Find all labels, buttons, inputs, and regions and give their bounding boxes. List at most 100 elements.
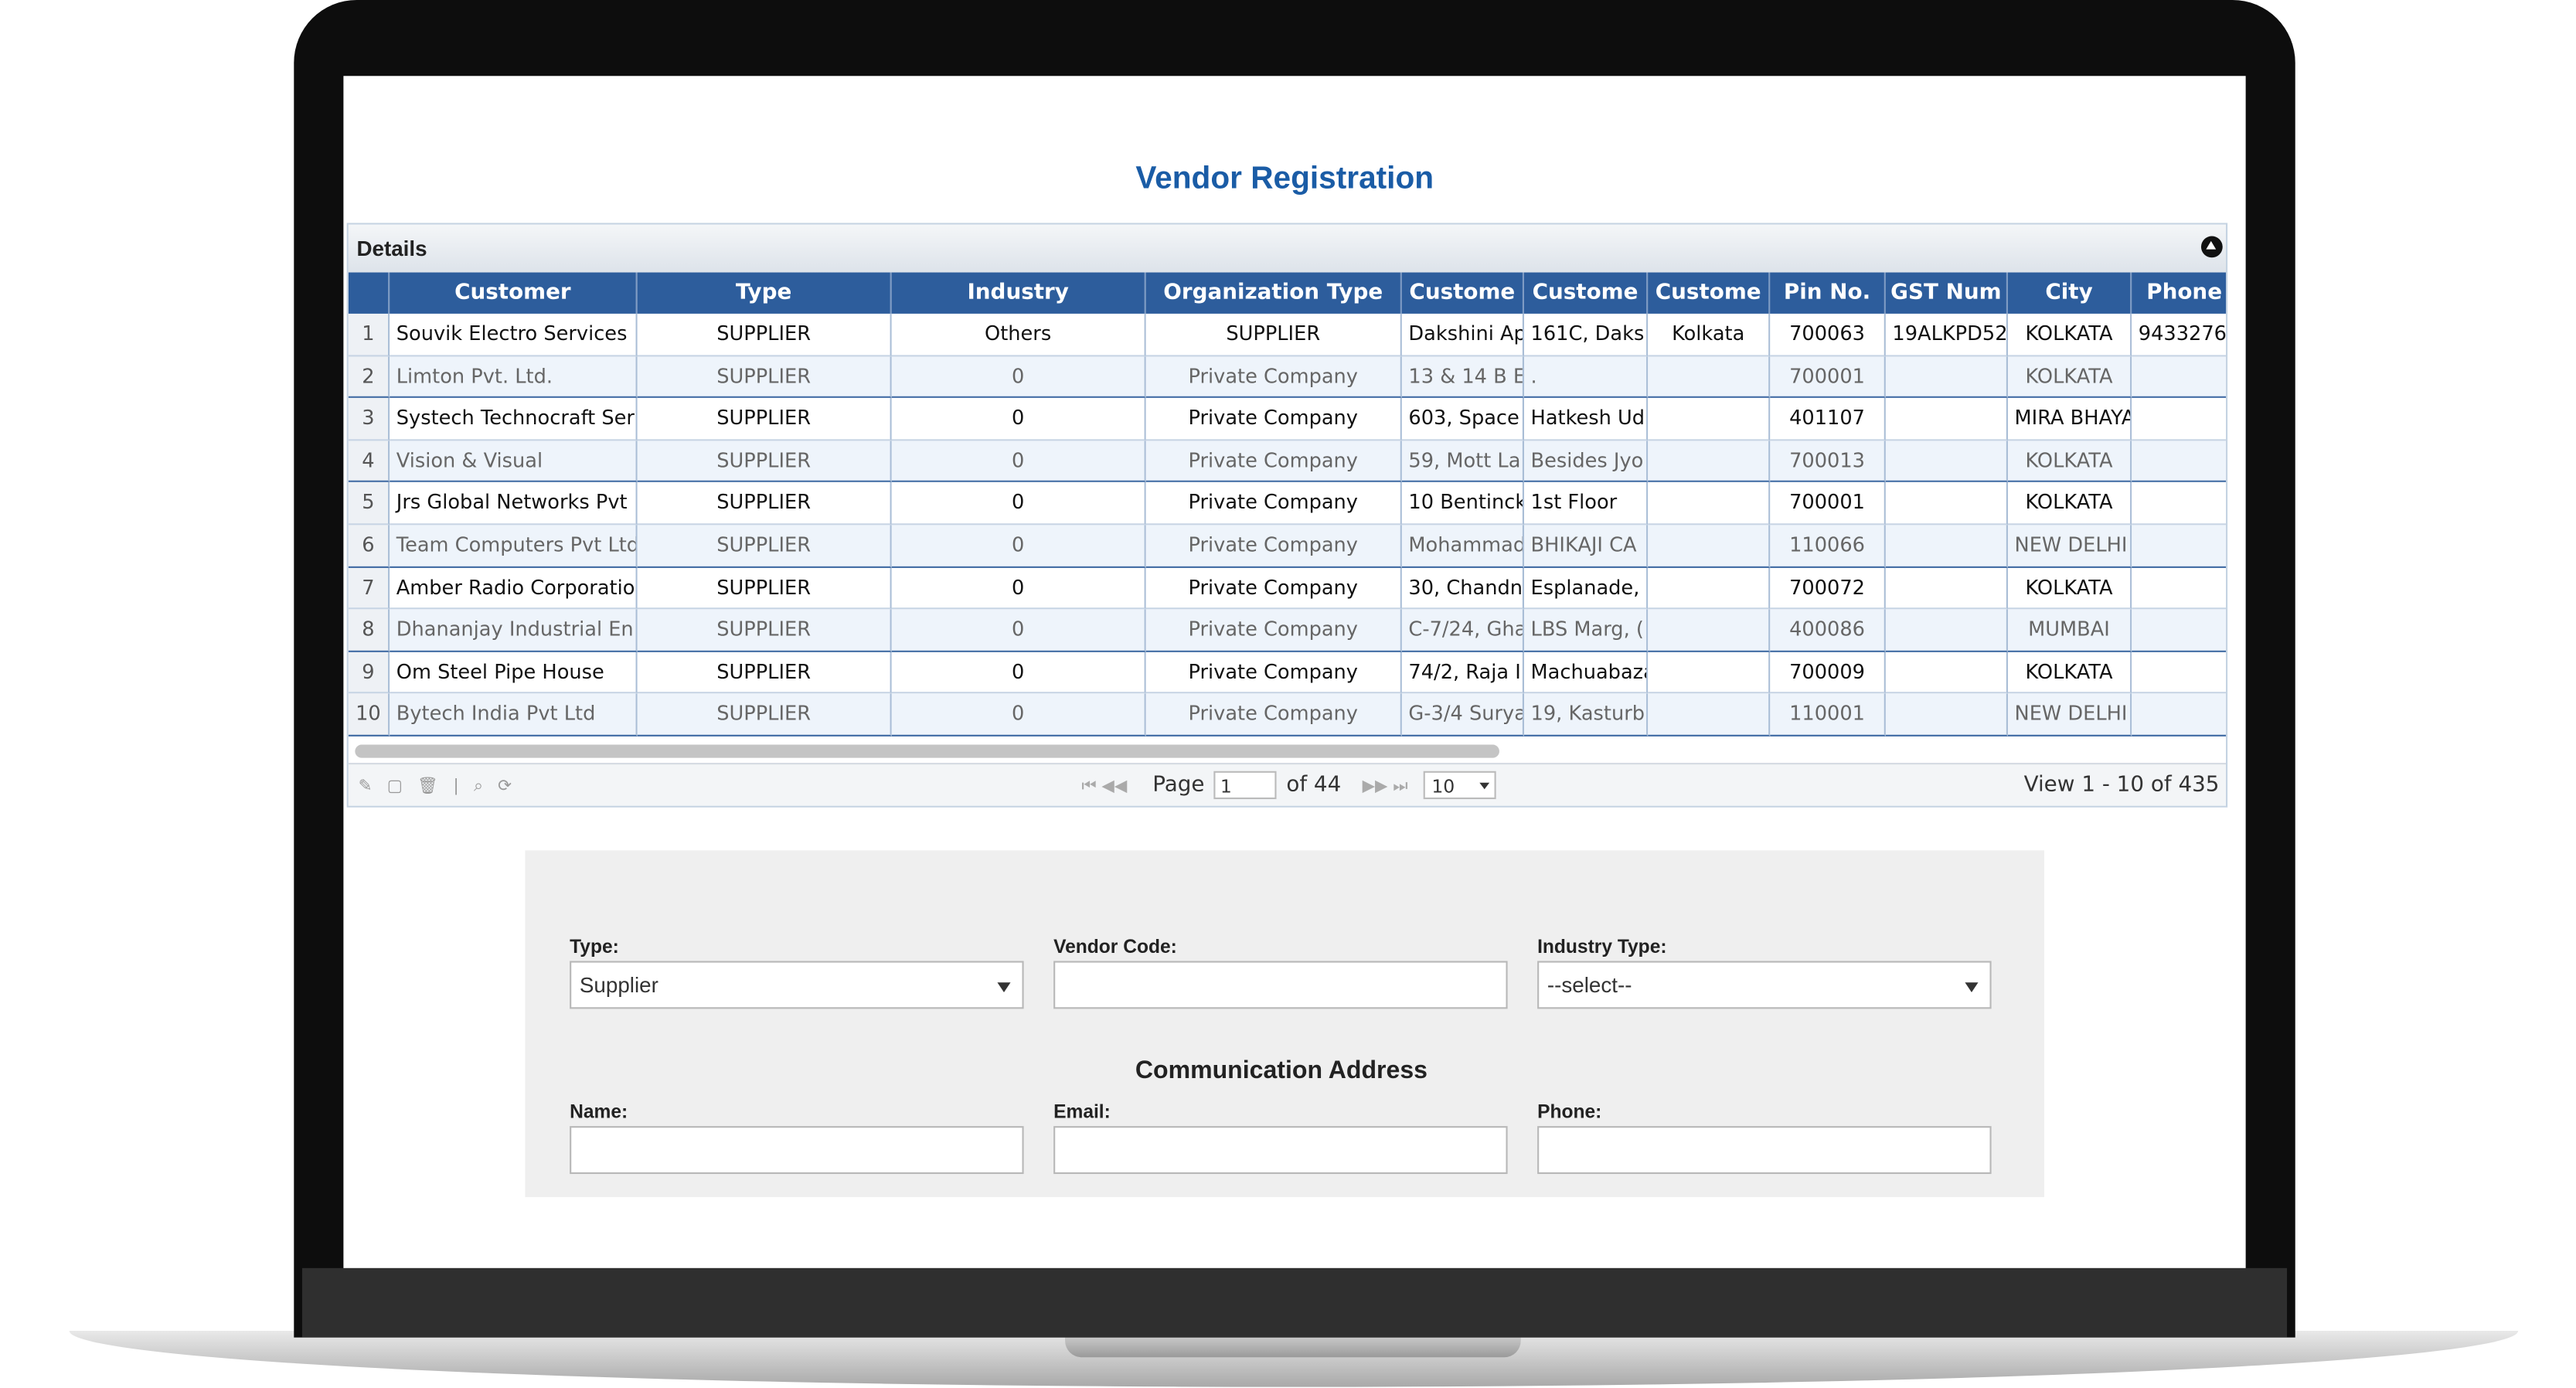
grid-cell: KOLKATA: [2007, 313, 2132, 356]
phone-input[interactable]: [1537, 1126, 1992, 1175]
industry-select[interactable]: --select--: [1537, 961, 1992, 1009]
scrollbar-thumb[interactable]: [355, 744, 1499, 758]
grid-cell: 0: [891, 441, 1146, 483]
collapse-button[interactable]: [2200, 236, 2223, 258]
grid-cell: BHIKAJI CA: [1523, 525, 1649, 568]
grid-cell: KOLKATA: [2007, 356, 2132, 399]
toolbar-icons[interactable]: ✎▢🗑|⌕⟳: [358, 777, 527, 796]
grid-cell: [1885, 441, 2008, 483]
name-label: Name:: [570, 1103, 628, 1123]
grid-cell: 1st Floor: [1523, 482, 1649, 526]
column-header[interactable]: Custome: [1648, 272, 1771, 314]
page-input[interactable]: 1: [1213, 771, 1277, 800]
grid-cell: G-3/4 Surya: [1401, 694, 1524, 737]
grid-cell: 74/2, Raja I: [1401, 651, 1524, 695]
laptop-notch: [1065, 1334, 1521, 1358]
grid-cell: 59, Mott La: [1401, 441, 1524, 483]
grid-cell: SUPPLIER: [637, 356, 892, 399]
grid-cell: 0: [891, 567, 1146, 610]
grid-cell: [1648, 356, 1771, 399]
grid-cell: [1648, 525, 1771, 568]
grid-caption-bar: Details: [348, 224, 2227, 274]
grid-cell: SUPPLIER: [637, 482, 892, 526]
pager-first-prev[interactable]: ⏮ ◀◀: [1081, 777, 1128, 796]
column-header[interactable]: Pin No.: [1770, 272, 1886, 314]
grid-cell: SUPPLIER: [637, 313, 892, 356]
column-header[interactable]: Industry: [891, 272, 1146, 314]
industry-value: --select--: [1547, 972, 1632, 998]
grid-cell: Systech Technocraft Ser: [390, 398, 638, 441]
grid-cell: 700013: [1770, 441, 1886, 483]
grid-cell: Private Company: [1145, 398, 1402, 441]
column-header[interactable]: Custome: [1523, 272, 1649, 314]
row-number: 2: [348, 356, 390, 399]
column-header[interactable]: Organization Type: [1145, 272, 1402, 314]
page-size-select[interactable]: 10: [1423, 771, 1496, 800]
row-number: 5: [348, 482, 390, 526]
grid-cell: [2132, 482, 2227, 526]
column-header[interactable]: Phone N: [2132, 272, 2227, 314]
screen: Vendor Registration Details Customer Type…: [343, 76, 2246, 1268]
grid-cell: [1885, 694, 2008, 737]
grid-cell: KOLKATA: [2007, 567, 2132, 610]
grid-cell: Dhananjay Industrial En: [390, 609, 638, 652]
pager-next-last[interactable]: ▶▶ ⏭: [1362, 777, 1408, 796]
grid-cell: C-7/24, Gha: [1401, 609, 1524, 652]
grid-cell: Dakshini Ap: [1401, 313, 1524, 356]
row-number: 4: [348, 441, 390, 483]
grid-cell: KOLKATA: [2007, 482, 2132, 526]
grid-cell: Mohammad: [1401, 525, 1524, 568]
grid-cell: Limton Pvt. Ltd.: [390, 356, 638, 399]
grid-cell: 13 & 14 B E: [1401, 356, 1524, 399]
view-records: View 1 - 10 of 435: [2023, 772, 2220, 798]
row-number: 6: [348, 525, 390, 568]
grid-cell: 0: [891, 356, 1146, 399]
grid-cell: 603, Space: [1401, 398, 1524, 441]
column-header[interactable]: Custome: [1401, 272, 1524, 314]
grid-cell: 94332765: [2132, 313, 2227, 356]
grid-cell: LBS Marg, (: [1523, 609, 1649, 652]
grid-cell: 700001: [1770, 482, 1886, 526]
phone-label: Phone:: [1537, 1103, 1602, 1123]
row-number: 8: [348, 609, 390, 652]
grid-cell: 400086: [1770, 609, 1886, 652]
grid-cell: [2132, 525, 2227, 568]
grid-cell: 0: [891, 651, 1146, 695]
grid-cell: [2132, 694, 2227, 737]
laptop-chin: [301, 1267, 2288, 1338]
grid-cell: SUPPLIER: [637, 398, 892, 441]
grid-cell: [1648, 441, 1771, 483]
row-number: 1: [348, 313, 390, 356]
page-count: of 44: [1286, 772, 1342, 798]
column-header[interactable]: Type: [637, 272, 892, 314]
email-input[interactable]: [1053, 1126, 1508, 1175]
grid-cell: [1885, 398, 2008, 441]
grid-cell: Others: [891, 313, 1146, 356]
column-header[interactable]: Customer: [390, 272, 638, 314]
grid-cell: 110001: [1770, 694, 1886, 737]
vendor-code-input[interactable]: [1053, 961, 1508, 1009]
type-select[interactable]: Supplier: [570, 961, 1024, 1009]
grid-cell: KOLKATA: [2007, 441, 2132, 483]
type-label: Type:: [570, 937, 619, 958]
grid-cell: [2132, 441, 2227, 483]
grid-cell: Private Company: [1145, 609, 1402, 652]
column-header[interactable]: City: [2007, 272, 2132, 314]
pager: ✎▢🗑|⌕⟳ ⏮ ◀◀ Page 1 of 44 ▶▶ ⏭ 10 View 1 …: [348, 763, 2227, 806]
page-size-value: 10: [1431, 776, 1455, 798]
column-header[interactable]: GST Num: [1885, 272, 2008, 314]
row-number: 7: [348, 567, 390, 610]
grid-cell: 19, Kasturb: [1523, 694, 1649, 737]
grid-cell: SUPPLIER: [1145, 313, 1402, 356]
grid-cell: [1648, 694, 1771, 737]
form-panel: Type: Supplier Vendor Code: Industry Typ…: [525, 850, 2044, 1197]
grid-cell: Private Company: [1145, 651, 1402, 695]
grid-cell: NEW DELHI: [2007, 694, 2132, 737]
grid-cell: [2132, 651, 2227, 695]
grid-cell: 0: [891, 609, 1146, 652]
grid-cell: 110066: [1770, 525, 1886, 568]
grid-cell: Besides Jyo: [1523, 441, 1649, 483]
grid-cell: 0: [891, 694, 1146, 737]
name-input[interactable]: [570, 1126, 1024, 1175]
